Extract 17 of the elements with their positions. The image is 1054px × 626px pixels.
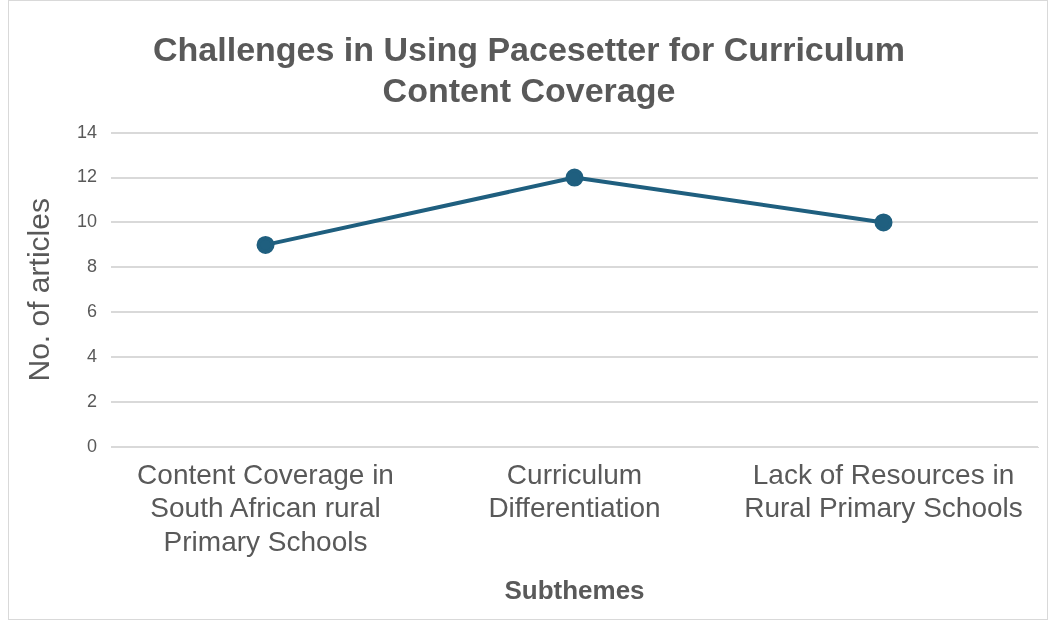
x-tick-label: Content Coverage in South African rural Primary Schools <box>137 458 394 557</box>
y-tick-label: 8 <box>87 256 98 277</box>
y-tick-label: 12 <box>76 166 98 187</box>
y-tick-label: 10 <box>76 211 98 232</box>
y-axis-title: No. of articles <box>22 198 56 382</box>
chart-title: Challenges in Using Pacesetter for Curriculum Content Coverage <box>153 29 905 109</box>
point <box>256 235 275 254</box>
y-tick-label: 14 <box>76 121 98 142</box>
y-tick-label: 6 <box>87 301 98 322</box>
x-tick-label: Curriculum Differentiation <box>488 458 661 524</box>
point <box>565 168 584 187</box>
y-tick-label: 2 <box>87 391 98 412</box>
y-tick-label: 0 <box>87 435 98 456</box>
x-axis-title: Subthemes <box>504 574 645 605</box>
x-tick-label: Lack of Resources in Rural Primary Schools <box>744 458 1023 524</box>
y-tick-label: 4 <box>87 346 98 367</box>
point <box>874 213 893 232</box>
